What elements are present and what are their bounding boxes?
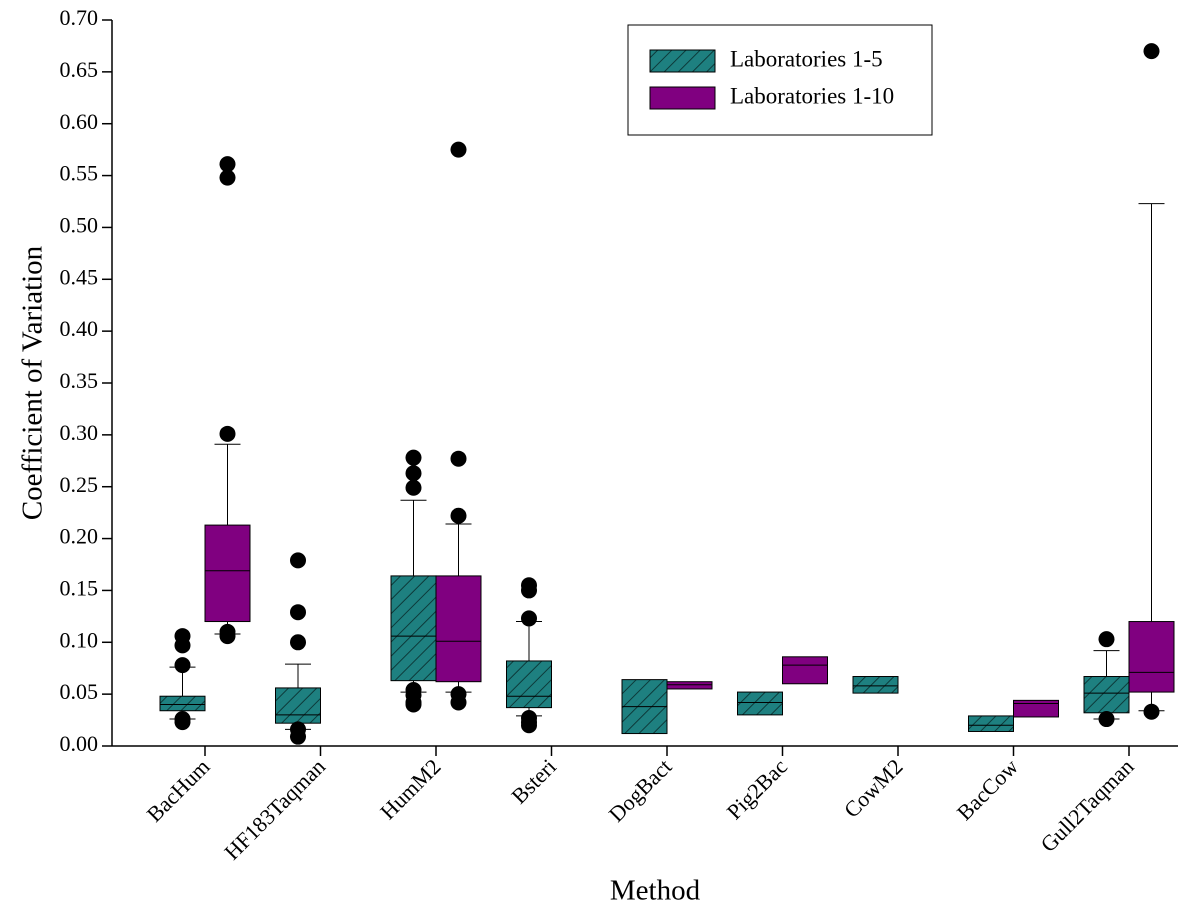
outlier xyxy=(219,425,236,442)
x-axis-title: Method xyxy=(610,875,701,907)
box xyxy=(1013,699,1059,718)
outlier xyxy=(290,728,306,745)
x-tick-label: DogBact xyxy=(604,754,677,827)
box xyxy=(1083,676,1130,714)
x-tick-label: Gull2Taqman xyxy=(1036,754,1139,857)
legend-label: Laboratories 1-5 xyxy=(730,46,883,71)
outlier xyxy=(450,141,467,158)
y-tick-label: 0.00 xyxy=(60,731,99,756)
box xyxy=(435,575,482,683)
outlier xyxy=(174,637,191,654)
box xyxy=(737,691,783,716)
outlier xyxy=(219,156,236,173)
y-tick-label: 0.65 xyxy=(60,57,99,82)
box xyxy=(1128,621,1175,693)
box xyxy=(968,715,1014,732)
x-tick-label: CowM2 xyxy=(839,754,908,823)
x-tick-label: BacHum xyxy=(142,754,215,827)
legend-label: Laboratories 1-10 xyxy=(730,83,894,108)
y-tick-label: 0.35 xyxy=(60,368,99,393)
outlier xyxy=(450,507,467,524)
outlier xyxy=(521,610,537,627)
outlier xyxy=(405,479,422,496)
x-tick-label: HumM2 xyxy=(375,754,445,824)
outlier xyxy=(290,634,306,651)
y-tick-label: 0.50 xyxy=(60,212,99,237)
x-tick-label: Bsteri xyxy=(506,754,561,809)
outlier xyxy=(450,694,467,711)
outlier xyxy=(1143,703,1160,720)
y-tick-label: 0.70 xyxy=(60,5,99,30)
x-tick-label: Pig2Bac xyxy=(722,754,793,825)
outlier xyxy=(450,450,467,467)
legend-swatch xyxy=(649,49,716,73)
y-tick-label: 0.30 xyxy=(60,420,99,445)
outlier xyxy=(219,169,236,186)
x-tick-label: HF183Taqman xyxy=(219,754,330,865)
y-axis-title: Coefficient of Variation xyxy=(17,245,49,520)
legend-swatch xyxy=(649,86,716,110)
y-tick-label: 0.55 xyxy=(60,161,99,186)
outlier xyxy=(1098,711,1115,728)
y-tick-label: 0.60 xyxy=(60,109,99,134)
box xyxy=(506,660,552,709)
box xyxy=(390,575,437,682)
box xyxy=(275,687,321,724)
legend-box xyxy=(627,24,933,136)
y-tick-label: 0.20 xyxy=(60,524,99,549)
outlier xyxy=(1098,631,1115,648)
box xyxy=(666,681,713,690)
outlier xyxy=(405,449,422,466)
outlier xyxy=(521,582,537,599)
y-tick-label: 0.40 xyxy=(60,316,99,341)
outlier xyxy=(405,465,422,482)
outlier xyxy=(219,628,236,645)
y-tick-label: 0.15 xyxy=(60,575,99,600)
box xyxy=(852,676,899,694)
outlier xyxy=(521,717,537,734)
y-tick-label: 0.45 xyxy=(60,264,99,289)
outlier xyxy=(174,657,191,674)
x-tick-label: BacCow xyxy=(952,754,1023,825)
y-tick-label: 0.05 xyxy=(60,679,99,704)
y-tick-label: 0.10 xyxy=(60,627,99,652)
box xyxy=(159,695,206,712)
outlier xyxy=(290,552,306,569)
outlier xyxy=(405,696,422,713)
box xyxy=(782,656,828,685)
outlier xyxy=(1143,43,1160,60)
outlier xyxy=(174,714,191,731)
outlier xyxy=(290,604,306,621)
y-tick-label: 0.25 xyxy=(60,472,99,497)
box xyxy=(204,524,251,623)
